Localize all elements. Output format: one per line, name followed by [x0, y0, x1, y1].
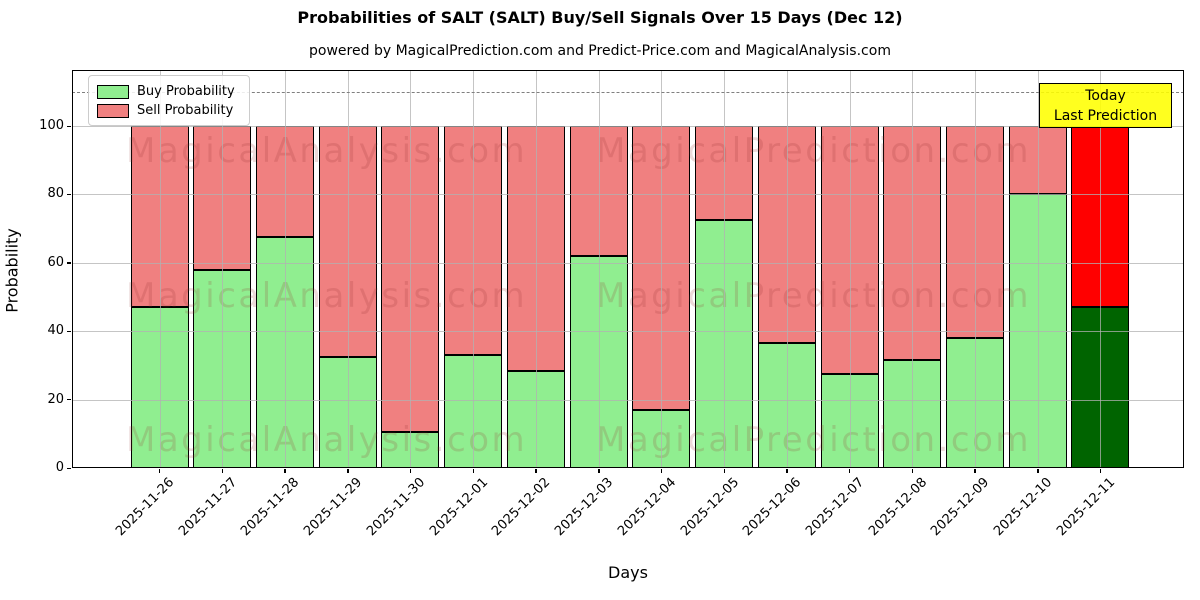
y-tick-mark — [67, 467, 71, 469]
v-gridline — [1100, 70, 1102, 468]
x-tick-mark — [974, 469, 976, 473]
today-annotation: Today Last Prediction — [1039, 83, 1172, 128]
y-tick-label: 20 — [47, 391, 64, 407]
x-tick-mark — [723, 469, 725, 473]
x-tick-mark — [849, 469, 851, 473]
y-tick-label: 0 — [55, 460, 64, 475]
threshold-dashed-line — [72, 91, 1184, 93]
watermark-text: MagicalPrediction.com — [596, 131, 1031, 171]
x-tick-label: 2025-12-08 — [865, 475, 930, 540]
x-tick-mark — [347, 469, 349, 473]
x-tick-mark — [284, 469, 286, 473]
watermark-text: MagicalPrediction.com — [596, 276, 1031, 316]
v-gridline — [912, 70, 914, 468]
v-gridline — [724, 70, 726, 468]
buy-swatch-icon — [97, 84, 129, 99]
y-tick-mark — [67, 330, 71, 333]
x-axis-label: Days — [608, 563, 648, 582]
y-tick-mark — [67, 262, 71, 264]
h-gridline — [72, 399, 1184, 401]
x-tick-mark — [472, 469, 475, 473]
v-gridline — [473, 70, 475, 468]
today-annotation-line2: Last Prediction — [1053, 107, 1158, 124]
legend-label-buy: Buy Probability — [137, 84, 235, 99]
h-gridline — [72, 126, 1184, 127]
chart-title: Probabilities of SALT (SALT) Buy/Sell Si… — [297, 8, 903, 27]
x-tick-label: 2025-11-27 — [175, 475, 240, 540]
x-tick-label: 2025-12-07 — [803, 475, 868, 540]
x-tick-label: 2025-12-09 — [928, 475, 993, 540]
y-tick-label: 80 — [47, 186, 64, 202]
x-tick-mark — [535, 469, 537, 473]
v-gridline — [849, 70, 851, 468]
v-gridline — [661, 70, 663, 468]
v-gridline — [974, 70, 976, 468]
x-tick-label: 2025-11-26 — [113, 475, 178, 540]
x-tick-mark — [786, 469, 788, 473]
y-axis-label: Probability — [2, 228, 22, 313]
x-tick-mark — [1037, 469, 1039, 473]
v-gridline — [410, 70, 412, 468]
x-tick-label: 2025-12-10 — [991, 475, 1056, 540]
x-tick-label: 2025-12-06 — [740, 475, 805, 540]
v-gridline — [347, 70, 349, 468]
legend-item-sell: Sell Probability — [97, 101, 241, 120]
v-gridline — [598, 70, 600, 468]
v-gridline — [1037, 70, 1039, 468]
v-gridline — [222, 70, 224, 468]
x-tick-label: 2025-12-01 — [426, 475, 491, 540]
watermark-text: MagicalAnalysis.com — [126, 131, 528, 171]
x-tick-label: 2025-11-29 — [301, 475, 366, 540]
y-tick-mark — [67, 125, 71, 127]
watermark-text: MagicalAnalysis.com — [126, 276, 528, 316]
x-tick-mark — [598, 469, 600, 473]
y-tick-mark — [67, 399, 71, 401]
x-tick-label: 2025-11-30 — [363, 475, 429, 540]
x-tick-label: 2025-12-05 — [677, 475, 742, 540]
legend-label-sell: Sell Probability — [137, 103, 234, 118]
x-tick-label: 2025-12-11 — [1054, 475, 1119, 540]
x-tick-mark — [221, 469, 224, 473]
x-tick-label: 2025-12-02 — [489, 475, 554, 540]
h-gridline — [72, 331, 1184, 333]
watermark-text: MagicalPrediction.com — [596, 420, 1031, 460]
h-gridline — [72, 194, 1184, 196]
v-gridline — [284, 70, 286, 468]
today-annotation-line1: Today — [1085, 87, 1126, 104]
legend: Buy Probability Sell Probability — [88, 75, 250, 126]
v-gridline — [786, 70, 788, 468]
x-tick-mark — [159, 469, 161, 473]
x-tick-mark — [1099, 469, 1102, 473]
y-tick-label: 60 — [47, 254, 64, 270]
x-tick-mark — [660, 469, 663, 473]
x-tick-label: 2025-12-03 — [552, 475, 617, 540]
x-tick-label: 2025-11-28 — [238, 475, 303, 540]
y-tick-mark — [67, 193, 71, 196]
chart-subtitle: powered by MagicalPrediction.com and Pre… — [309, 43, 891, 59]
plot-area: MagicalAnalysis.com MagicalPrediction.com… — [72, 70, 1184, 468]
watermark-text: MagicalAnalysis.com — [126, 420, 528, 460]
v-gridline — [159, 70, 161, 468]
y-tick-label: 40 — [47, 323, 64, 339]
x-tick-mark — [409, 469, 412, 473]
h-gridline — [72, 262, 1184, 264]
legend-item-buy: Buy Probability — [97, 82, 241, 101]
sell-swatch-icon — [97, 103, 129, 118]
y-tick-label: 100 — [39, 118, 64, 133]
x-tick-label: 2025-12-04 — [614, 475, 679, 540]
x-tick-mark — [911, 469, 914, 473]
v-gridline — [535, 70, 537, 468]
